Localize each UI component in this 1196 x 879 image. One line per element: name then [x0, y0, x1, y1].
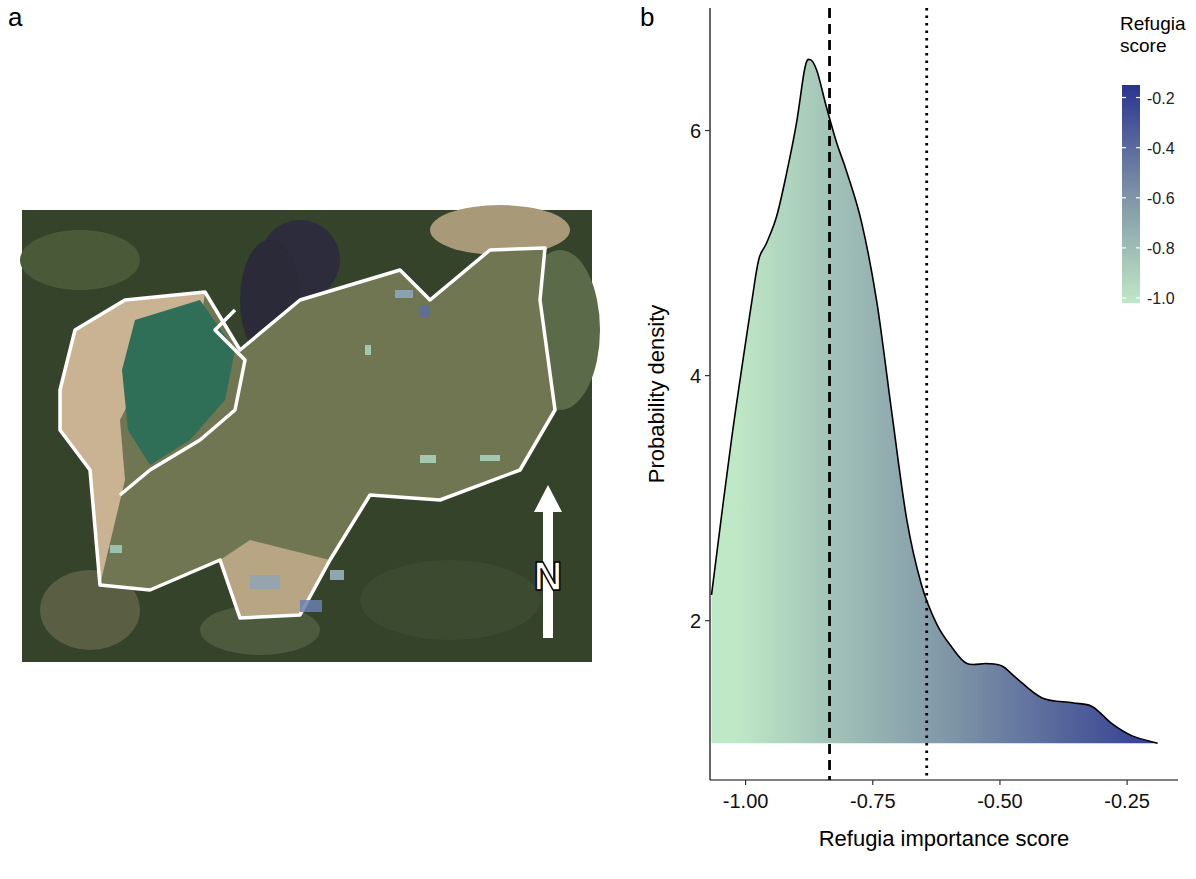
colorbar-tick: [1122, 147, 1126, 148]
map-refugia-patch: [420, 455, 436, 463]
map-refugia-patch: [395, 290, 413, 298]
legend-title: Refugiascore: [1120, 13, 1186, 56]
density-area: [712, 59, 1158, 743]
y-tick-label: 4: [690, 365, 701, 387]
panel-letter: a: [8, 2, 23, 32]
map-refugia-patch: [330, 570, 344, 580]
colorbar-tick: [1122, 197, 1126, 198]
x-axis-line: [710, 779, 1178, 780]
map-texture: [430, 205, 570, 255]
plot-marks: [712, 8, 1158, 780]
north-arrow: [534, 485, 562, 638]
legend-title-line: Refugia: [1120, 13, 1186, 34]
x-tick-label: -0.25: [1104, 790, 1150, 812]
x-tick-label: -0.75: [850, 790, 896, 812]
panel-letter: b: [640, 2, 654, 32]
x-tick: [999, 780, 1000, 785]
colorbar-tick-label: -0.4: [1147, 140, 1175, 157]
colorbar-tick: [1136, 197, 1140, 198]
y-tick: [705, 130, 710, 131]
x-axis-title: Refugia importance score: [819, 826, 1070, 851]
y-tick: [705, 620, 710, 621]
map-refugia-patch: [480, 455, 500, 461]
x-tick: [1127, 780, 1128, 785]
colorbar-tick: [1136, 247, 1140, 248]
colorbar-tick-label: -1.0: [1147, 290, 1175, 307]
colorbar-tick: [1122, 247, 1126, 248]
y-tick: [705, 375, 710, 376]
x-tick: [872, 780, 873, 785]
figure: a Nb 2 4 6 -1.00 -0.75 -0.50 -0.25 Refugia import…: [0, 0, 1196, 879]
map-refugia-patch: [110, 545, 122, 553]
map-outline: [120, 310, 245, 495]
colorbar-tick: [1136, 297, 1140, 298]
y-tick-label: 2: [690, 610, 701, 632]
map-area: [60, 248, 555, 618]
legend: Refugiascore -0.2 -0.4 -0.6 -0.8 -1.0: [1120, 13, 1186, 307]
colorbar-tick-label: -0.2: [1147, 90, 1175, 107]
y-axis-line: [709, 8, 710, 780]
map-refugia-patch: [250, 575, 280, 589]
x-tick-label: -1.00: [723, 790, 769, 812]
map-refugia-patch: [420, 305, 430, 317]
reference-line: [828, 8, 831, 780]
map-refugia-patch: [365, 345, 371, 355]
colorbar-tick-label: -0.8: [1147, 240, 1175, 257]
density-line: [712, 59, 1158, 743]
colorbar: [1122, 85, 1140, 303]
map-texture: [20, 230, 140, 290]
y-tick-label: 6: [690, 120, 701, 142]
colorbar-tick: [1136, 97, 1140, 98]
y-axis-title: Probability density: [644, 305, 669, 484]
colorbar-tick: [1122, 297, 1126, 298]
reference-line: [925, 8, 928, 780]
map-texture: [360, 560, 540, 640]
map-refugia-patch: [300, 600, 322, 612]
colorbar-tick-label: -0.6: [1147, 190, 1175, 207]
legend-title-line: score: [1120, 35, 1166, 56]
colorbar-tick: [1122, 97, 1126, 98]
map-panel: N: [20, 205, 600, 662]
x-tick-label: -0.50: [977, 790, 1023, 812]
map-outline: [60, 248, 555, 618]
north-label: N: [534, 554, 563, 598]
colorbar-tick: [1136, 147, 1140, 148]
x-tick: [745, 780, 746, 785]
